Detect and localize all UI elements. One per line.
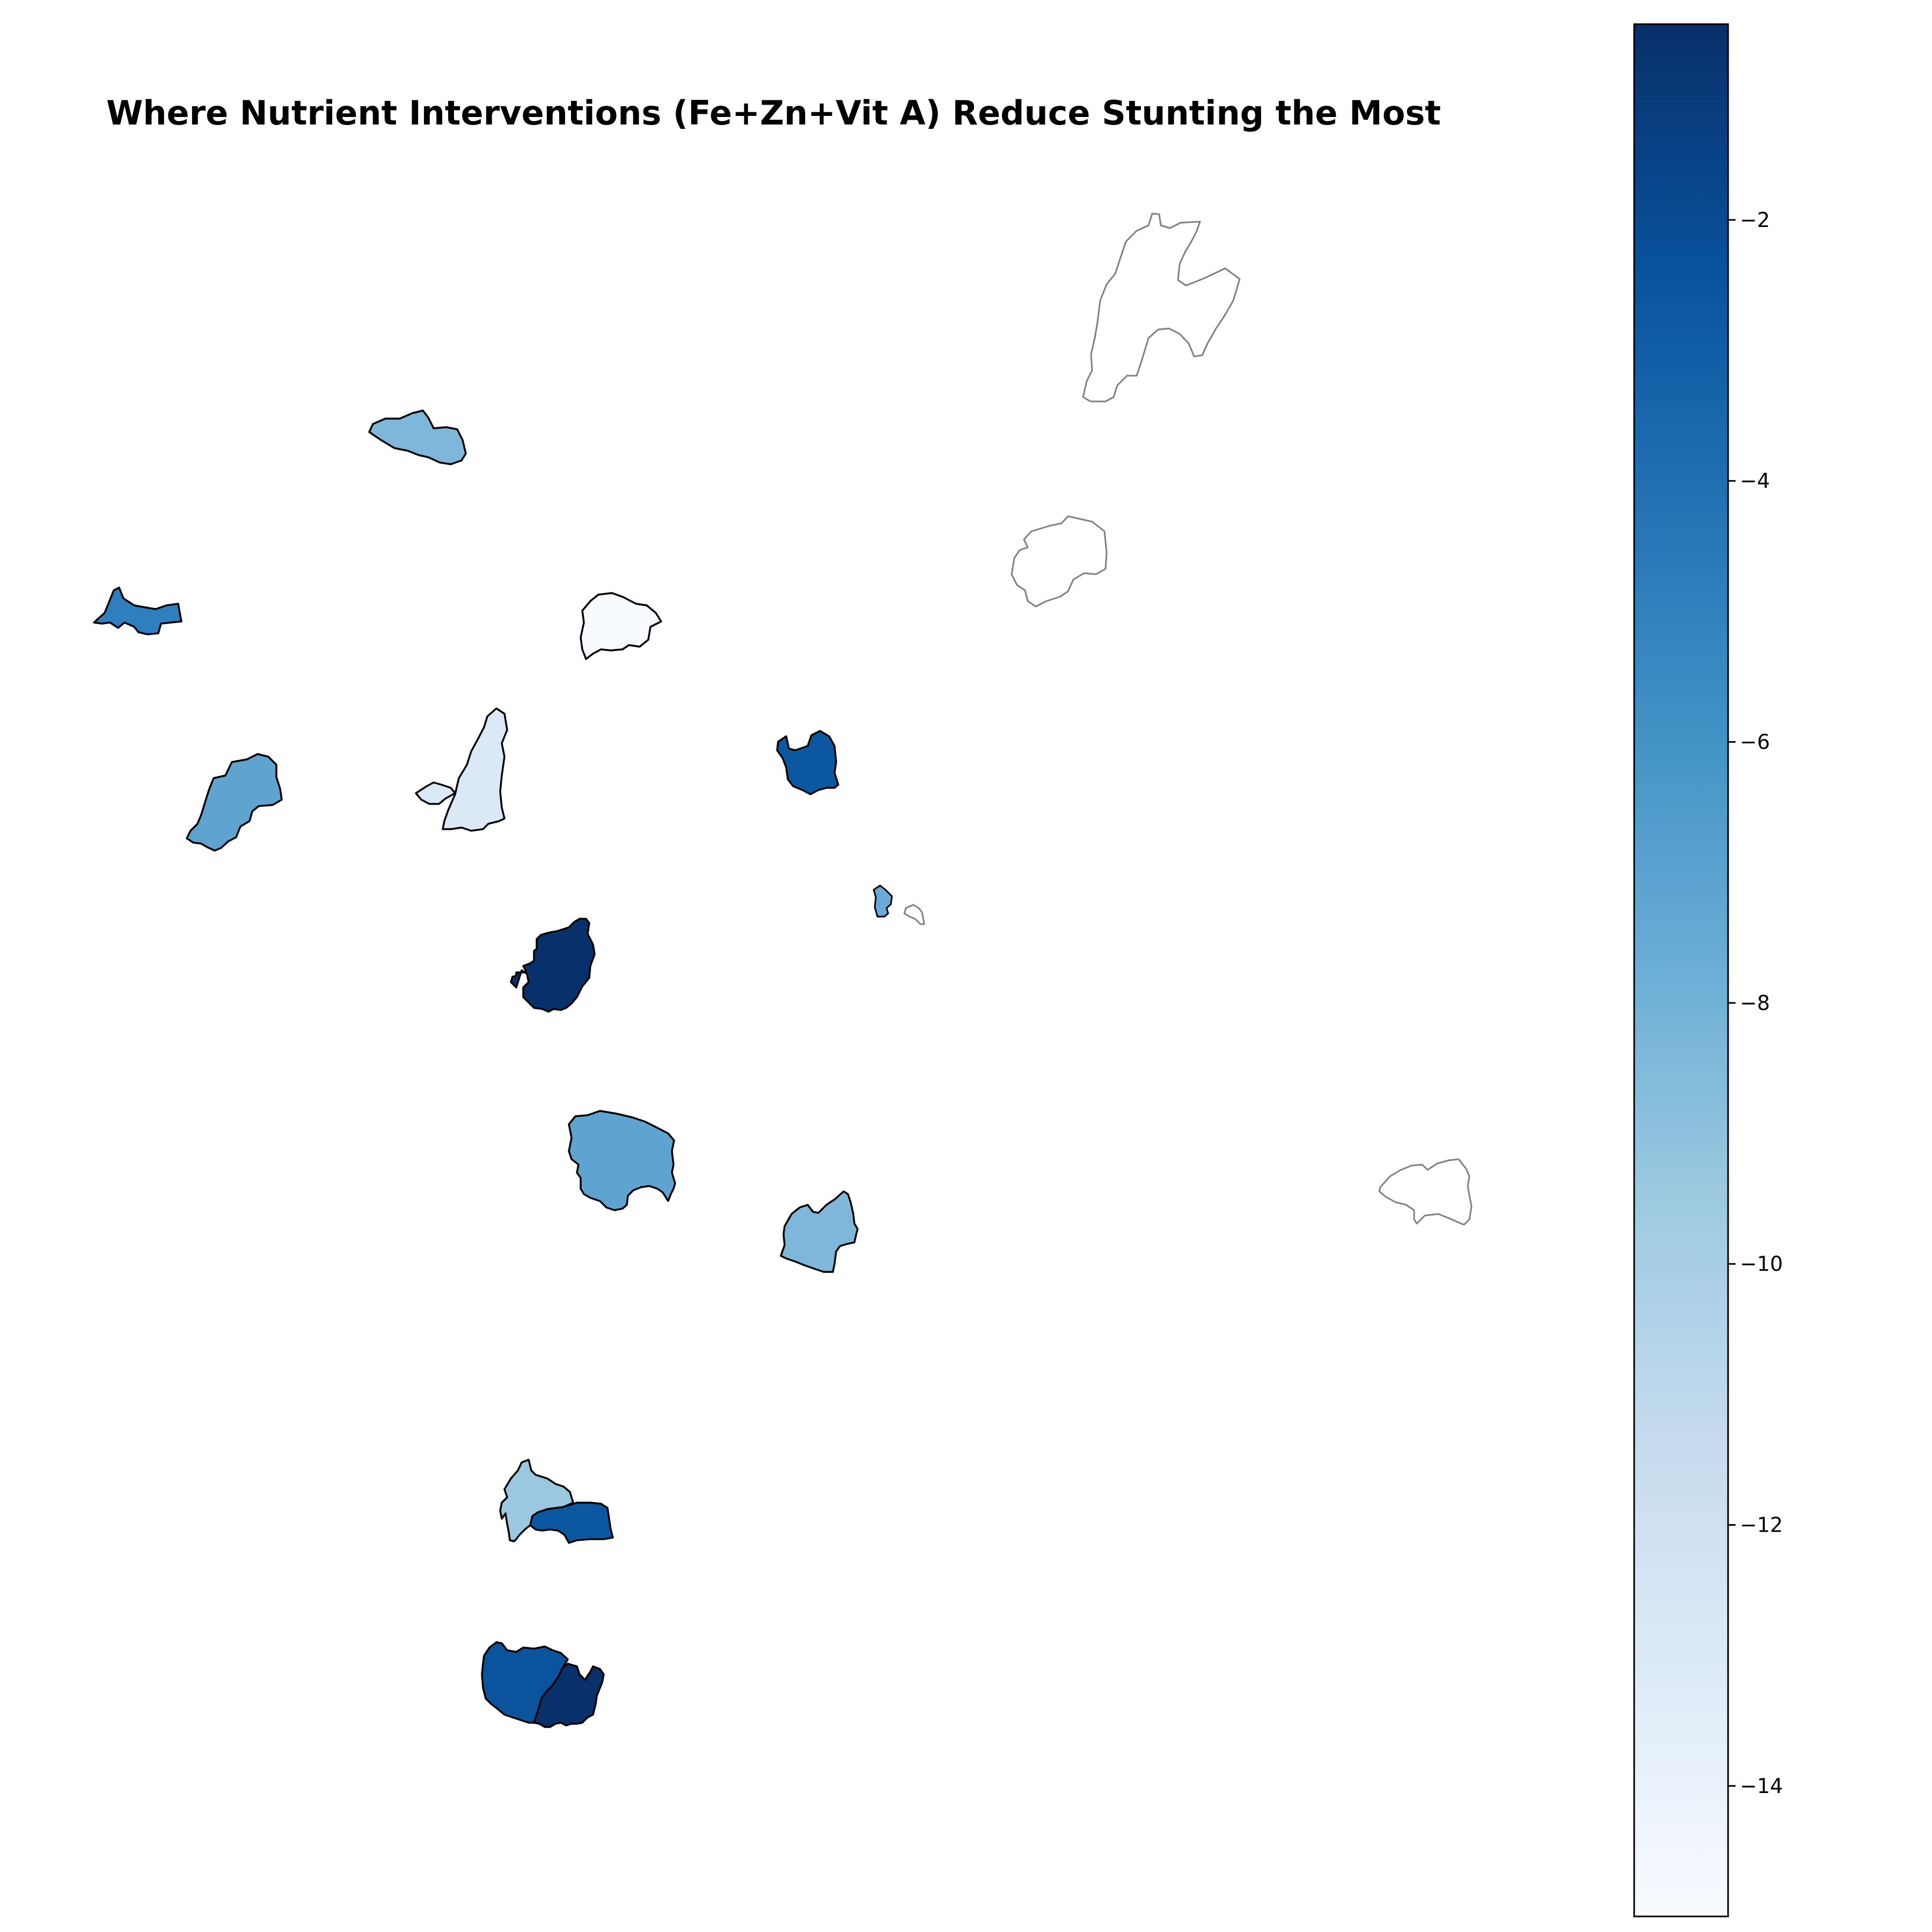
colorbar-tick-label: −14 — [1740, 1774, 1783, 1798]
region-15[interactable] — [1378, 1158, 1473, 1226]
region-2[interactable] — [368, 409, 467, 465]
region-17[interactable] — [529, 1502, 614, 1544]
colorbar-tick-label: −10 — [1740, 1252, 1783, 1276]
region-12[interactable] — [510, 918, 596, 1013]
region-3[interactable] — [1011, 515, 1108, 608]
colorbar-tick-label: −4 — [1740, 469, 1770, 493]
region-5[interactable] — [580, 592, 662, 660]
colorbar-tick-label: −12 — [1740, 1513, 1783, 1536]
region-9[interactable] — [776, 730, 839, 795]
colorbar: −2 −4 −6 −8 −10 −12 −14 — [1633, 23, 1783, 1918]
colorbar-tick-label: −2 — [1740, 208, 1770, 232]
region-1[interactable] — [1082, 213, 1241, 402]
region-19[interactable] — [533, 1663, 605, 1728]
colorbar-tick-label: −6 — [1740, 730, 1770, 753]
map-area — [93, 213, 1473, 1728]
colorbar-tick-label: −8 — [1740, 991, 1770, 1015]
region-14[interactable] — [780, 1190, 859, 1273]
region-7[interactable] — [442, 707, 508, 832]
map-title: Where Nutrient Interventions (Fe+Zn+Vit … — [106, 93, 1441, 133]
region-4[interactable] — [93, 587, 182, 635]
region-8[interactable] — [415, 781, 456, 805]
region-10[interactable] — [873, 884, 893, 918]
region-11[interactable] — [903, 904, 925, 925]
region-13[interactable] — [568, 1110, 676, 1211]
colorbar-gradient — [1633, 23, 1729, 1918]
region-6[interactable] — [186, 753, 283, 852]
colorbar-ticks: −2 −4 −6 −8 −10 −12 −14 — [1728, 208, 1783, 1798]
